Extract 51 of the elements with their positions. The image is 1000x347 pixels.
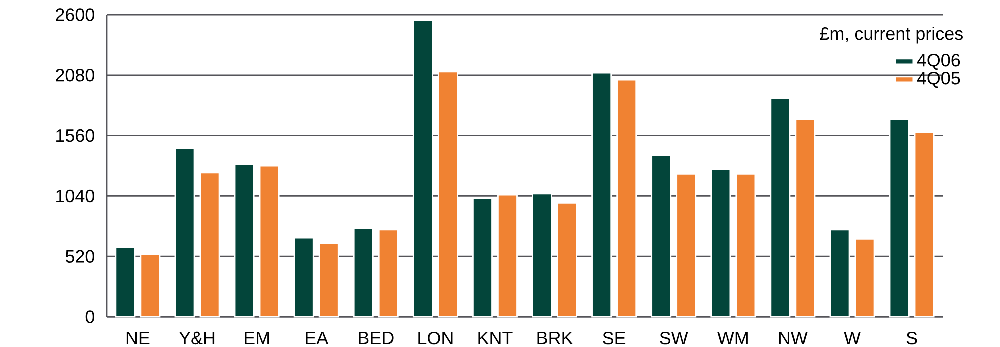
bar [914, 132, 935, 318]
bar [259, 165, 280, 318]
bar [200, 172, 220, 318]
bar [889, 118, 910, 318]
bar [770, 98, 791, 318]
bar [557, 202, 578, 318]
y-tick-label: 2080 [56, 69, 94, 82]
x-tick-label: WM [718, 332, 748, 344]
bar [592, 72, 612, 318]
y-tick-label: 1040 [56, 190, 94, 203]
bar [472, 198, 493, 318]
bar [498, 194, 518, 318]
x-tick-label: NE [126, 332, 150, 344]
bar [830, 229, 850, 318]
x-tick-label: Y&H [179, 332, 215, 345]
bar [532, 193, 552, 318]
bar [115, 246, 136, 318]
legend-title: £m, current prices [820, 27, 963, 44]
x-tick-label: S [906, 332, 918, 345]
bar [795, 118, 816, 318]
bar [736, 173, 756, 318]
legend-label: 4Q06 [917, 54, 960, 70]
x-tick-label: SE [603, 332, 626, 345]
bar [616, 79, 638, 318]
bar [412, 20, 434, 318]
x-tick-label: BRK [538, 332, 574, 344]
bar [294, 237, 314, 318]
bar [234, 164, 255, 318]
x-tick-label: W [844, 332, 861, 344]
y-tick-label: 520 [66, 250, 94, 263]
y-tick-label: 2600 [56, 8, 94, 22]
y-tick-label: 1560 [56, 129, 94, 142]
bar [438, 71, 458, 318]
x-tick-label: NW [779, 332, 808, 344]
legend-label: 4Q05 [917, 72, 960, 88]
bar [651, 154, 672, 318]
bar [676, 173, 697, 318]
bar [854, 238, 876, 318]
x-tick-label: EM [245, 332, 270, 344]
x-tick-label: BED [359, 332, 394, 344]
y-tick-label: 0 [86, 310, 94, 324]
bar [140, 254, 161, 318]
x-tick-label: KNT [478, 332, 513, 344]
bar [318, 243, 340, 318]
bar [174, 148, 196, 318]
x-tick-label: LON [418, 332, 453, 345]
x-tick-label: EA [306, 332, 329, 344]
bar [710, 168, 732, 318]
bar [353, 228, 374, 318]
x-tick-label: SW [660, 332, 688, 345]
bar [378, 229, 399, 318]
